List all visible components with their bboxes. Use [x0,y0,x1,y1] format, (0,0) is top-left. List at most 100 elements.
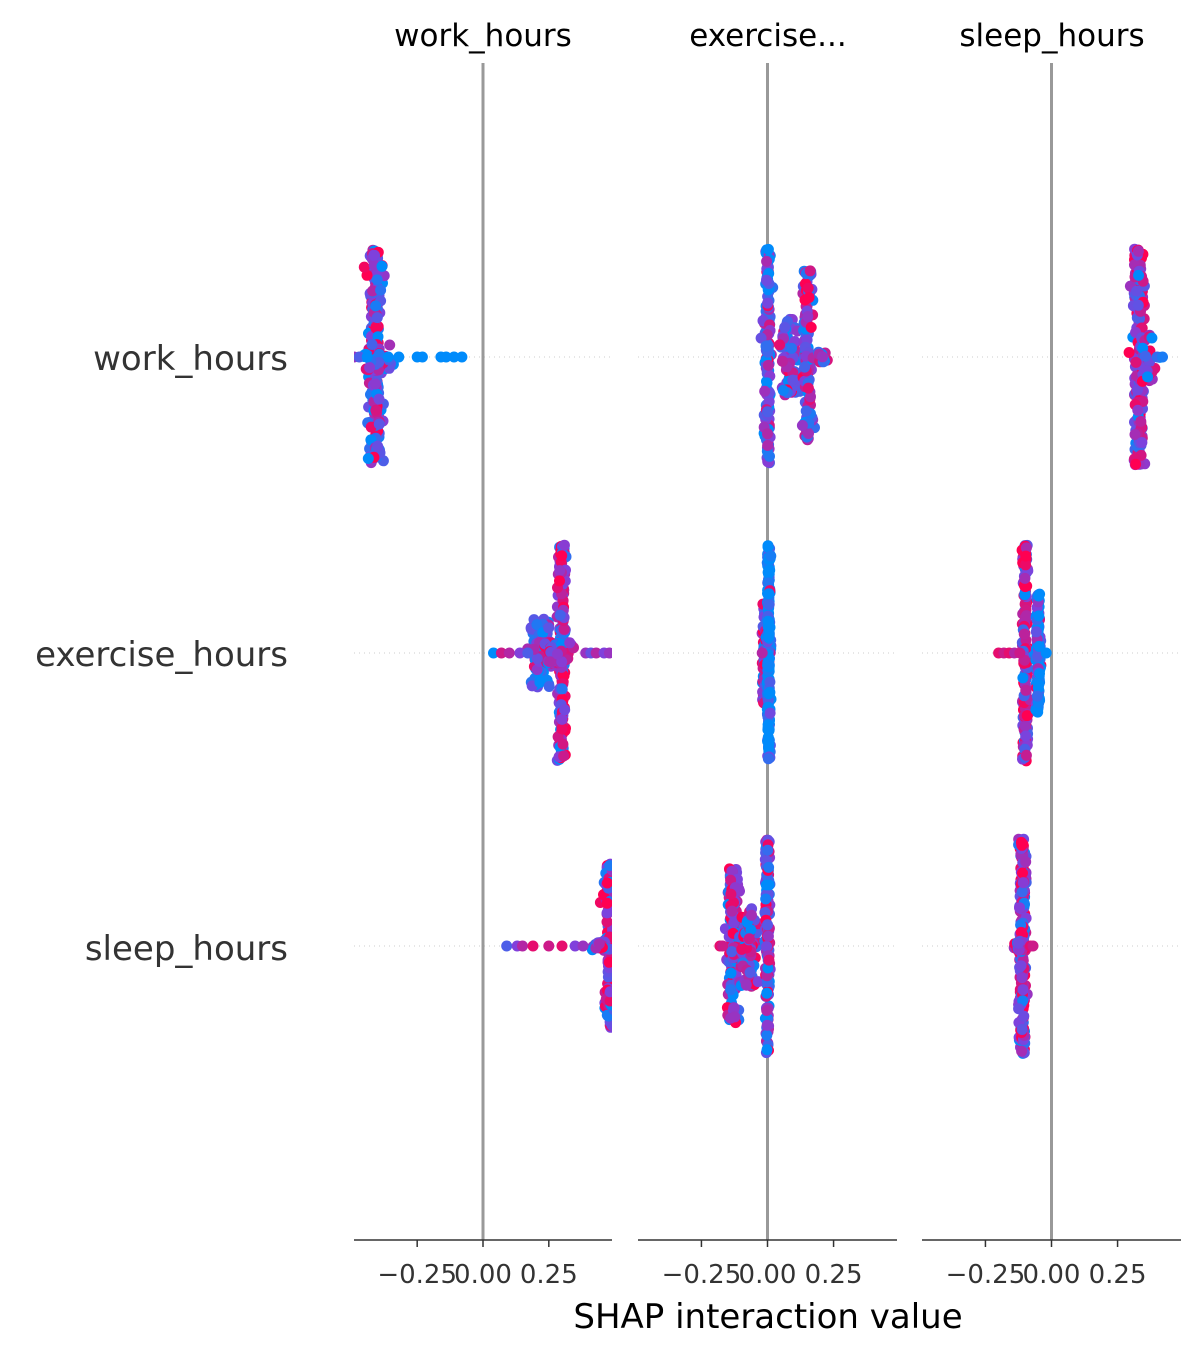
shap-point [558,750,570,762]
shap-point [776,355,788,367]
shap-point [554,575,565,587]
interaction-cell-exercise_hours-exercise_hours [756,540,777,765]
shap-point [601,916,612,928]
shap-point [744,967,756,978]
shap-point [800,405,812,417]
shap-point [1013,937,1024,949]
shap-point [805,321,817,333]
shap-point [761,1044,773,1056]
shap-point [1136,437,1148,448]
shap-point [760,340,772,352]
shap-point [762,615,774,627]
x-tick-label: 0.00 [454,1260,512,1290]
shap-point [370,378,381,390]
shap-point [717,940,729,952]
shap-point [1013,1003,1025,1015]
shap-point [777,384,789,396]
x-tick-label: −0.25 [946,1260,1026,1290]
shap-point [1033,678,1045,690]
row-label-exercise-hours: exercise_hours [35,635,288,675]
shap-point [495,647,507,659]
shap-point [373,393,385,405]
shap-point [802,382,814,394]
shap-point [601,897,612,909]
shap-point [761,1029,773,1041]
shap-point [1027,940,1039,952]
shap-point [1157,351,1168,363]
shap-point [1017,838,1029,850]
shap-point [362,453,374,464]
shap-point [787,374,799,386]
x-tick-label: 0.25 [1089,1260,1147,1290]
shap-point [725,984,737,996]
points-layer [354,243,1168,1059]
shap-point [786,342,798,354]
shap-point [1132,384,1143,396]
shap-point [367,285,379,297]
shap-point [762,359,774,371]
shap-point [1033,590,1044,602]
shap-point [534,676,546,688]
shap-point [593,938,605,950]
shap-point [1020,610,1032,622]
row-label-sleep-hours: sleep_hours [85,929,288,969]
shap-point [514,647,526,659]
shap-point [603,956,612,968]
shap-point [488,647,499,659]
shap-point [1129,429,1141,440]
shap-point [1020,684,1032,696]
shap-point [501,940,513,952]
shap-point [762,541,774,553]
shap-point [762,719,774,731]
shap-point [610,970,612,979]
shap-point [762,659,774,671]
shap-point [740,979,752,991]
column-title-work-hours: work_hours [394,18,572,54]
x-tick-label: 0.00 [739,1260,797,1290]
shap-point [1033,610,1045,622]
shap-point [1142,371,1154,383]
shap-point [762,753,774,765]
shap-point [762,297,774,309]
shap-point [759,385,771,397]
shap-point [1019,589,1031,601]
shap-point [393,351,405,363]
shap-point [556,940,568,952]
shap-point [1016,886,1028,898]
shap-point [603,647,612,659]
shap-point [799,361,811,373]
shap-point [779,321,791,333]
interaction-cell-work_hours-exercise_hours [755,243,833,469]
shap-point [543,622,555,634]
shap-point [763,861,775,873]
shap-point [762,844,774,856]
shap-point [1014,902,1025,914]
shap-point [527,940,539,952]
shap-point [762,919,773,931]
shap-point [1018,628,1030,640]
interaction-cell-exercise_hours-work_hours [488,539,612,766]
shap-point [556,713,568,725]
shap-point [558,539,570,551]
shap-point [556,723,568,735]
x-tick-label: −0.25 [662,1260,742,1290]
shap-point [1020,856,1032,868]
shap-point [1017,672,1029,684]
shap-point [1031,690,1043,702]
shap-point [364,362,376,374]
shap-point [604,860,612,871]
shap-point [1020,730,1032,742]
interaction-cell-sleep_hours-exercise_hours [714,834,776,1059]
shap-point [552,648,563,660]
shap-point [564,637,576,649]
shap-point [531,619,543,631]
shap-point [743,933,755,945]
shap-point [604,995,612,1007]
shap-point [1020,559,1032,571]
shap-point [1017,984,1029,996]
shap-point [1132,245,1144,257]
shap-point [764,450,775,462]
shap-point [556,550,568,562]
shap-point [763,599,775,611]
shap-point [805,391,816,403]
